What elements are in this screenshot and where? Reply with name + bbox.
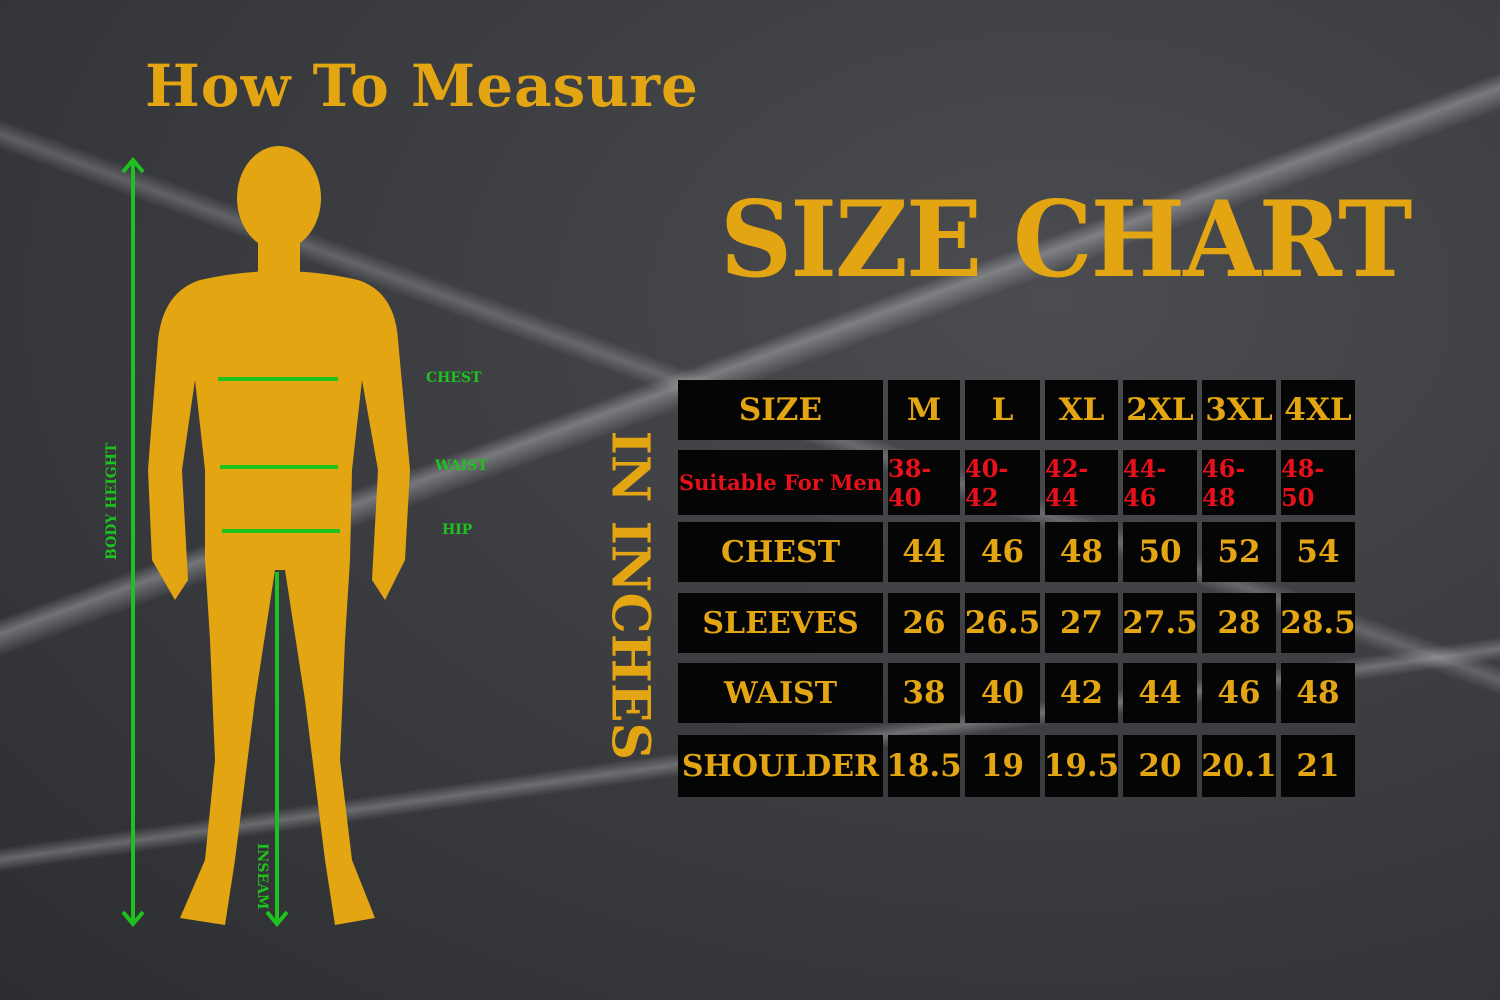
row-label: CHEST (678, 522, 883, 582)
header-size-3xl: 3XL (1202, 380, 1276, 440)
table-cell: 40-42 (965, 450, 1040, 515)
header-size-4xl: 4XL (1281, 380, 1355, 440)
unit-label: IN INCHES (599, 430, 661, 761)
table-cell: 28 (1202, 593, 1276, 653)
table-cell: 44-46 (1123, 450, 1197, 515)
table-cell: 48 (1045, 522, 1118, 582)
table-cell: 52 (1202, 522, 1276, 582)
table-cell: 46 (1202, 663, 1276, 723)
body-silhouette (148, 146, 410, 925)
table-cell: 19 (965, 735, 1040, 797)
header-size-2xl: 2XL (1123, 380, 1197, 440)
inseam-label: INSEAM (254, 843, 270, 910)
table-cell: 44 (1123, 663, 1197, 723)
table-cell: 42 (1045, 663, 1118, 723)
header-size-m: M (888, 380, 960, 440)
body-height-label: BODY HEIGHT (104, 442, 120, 560)
table-cell: 26 (888, 593, 960, 653)
table-cell: 50 (1123, 522, 1197, 582)
table-cell: 26.5 (965, 593, 1040, 653)
row-label: SLEEVES (678, 593, 883, 653)
table-cell: 18.5 (886, 735, 962, 797)
header-size-xl: XL (1045, 380, 1118, 440)
table-cell: 27.5 (1122, 593, 1198, 653)
table-cell: 38-40 (888, 450, 960, 515)
table-cell: 19.5 (1044, 735, 1119, 797)
table-cell: 54 (1281, 522, 1355, 582)
row-label: Suitable For Men (678, 450, 883, 515)
table-cell: 20.1 (1201, 735, 1277, 797)
table-cell: 46 (965, 522, 1040, 582)
table-cell: 46-48 (1202, 450, 1276, 515)
table-cell: 48 (1281, 663, 1355, 723)
table-cell: 44 (888, 522, 960, 582)
row-label: WAIST (678, 663, 883, 723)
size-chart-title: SIZE CHART (720, 177, 1412, 301)
table-cell: 48-50 (1281, 450, 1355, 515)
row-label: SHOULDER (678, 735, 883, 797)
table-cell: 27 (1045, 593, 1118, 653)
table-cell: 28.5 (1280, 593, 1356, 653)
hip-label: HIP (442, 522, 473, 538)
waist-label: WAIST (435, 458, 488, 474)
header-size-label: SIZE (678, 380, 883, 440)
table-cell: 40 (965, 663, 1040, 723)
table-cell: 42-44 (1045, 450, 1118, 515)
table-cell: 20 (1123, 735, 1197, 797)
chest-label: CHEST (426, 370, 482, 386)
how-to-measure-title: How To Measure (145, 52, 699, 120)
header-size-l: L (965, 380, 1040, 440)
table-cell: 21 (1281, 735, 1355, 797)
table-cell: 38 (888, 663, 960, 723)
body-figure (121, 146, 410, 928)
